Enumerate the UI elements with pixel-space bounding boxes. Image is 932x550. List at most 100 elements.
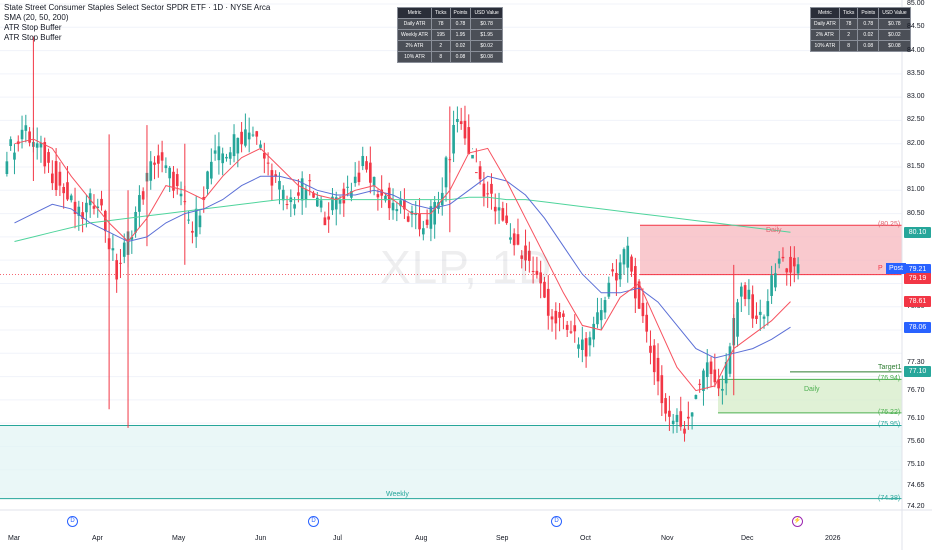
level-label: (76.94) [878,375,901,383]
candle-body [179,193,183,197]
candle-body [429,206,433,229]
candle-body [153,162,156,165]
candle-body [240,131,243,145]
candle-body [671,420,675,425]
atr-table-right: Metric Ticks Points USD Value Daily ATR 78 0.7… [810,7,911,52]
candle-body [187,219,190,221]
candle-body [266,162,270,164]
price-tag: 80.10 [904,226,931,238]
atr-table-cell: 10% ATR [396,51,433,63]
dividend-icon[interactable]: D [308,516,319,527]
dividend-icon[interactable]: D [67,516,78,527]
candle-body [588,337,592,346]
price-axis-label: 74.65 [907,482,925,490]
price-axis-label: 75.60 [907,437,925,445]
candle-body [217,146,221,161]
candle-body [172,171,175,191]
atr-table-cell: $0.78 [470,18,503,30]
candle-body [85,202,88,213]
atr-indicator-label-2[interactable]: ATR Stop Buffer [4,33,62,42]
time-axis-label: May [172,535,186,542]
candle-body [728,346,732,374]
candle-body [406,216,410,222]
candle-body [482,183,486,197]
candle-body [596,312,599,325]
candle-body [569,331,573,333]
candle-body [164,165,168,169]
time-axis-label: Oct [580,535,591,542]
candle-body [410,211,414,215]
candle-body [755,315,758,320]
price-tag: 78.61 [904,296,931,308]
candle-body [645,314,649,332]
candle-body [490,183,493,194]
candle-body [9,139,13,147]
candle-body [327,216,331,220]
time-axis-label: Aug [415,535,428,542]
candle-body [592,323,596,340]
candle-body [425,219,429,225]
candle-body [156,155,160,164]
candle-body [660,375,664,404]
candle-body [758,311,762,315]
daily-support-label: Daily [804,386,820,393]
atr-table-row: 2% ATR 2 0.02 $0.02 [810,29,911,41]
lightning-event-icon[interactable]: ⚡ [792,516,803,527]
sma-indicator-label[interactable]: SMA (20, 50, 200) [4,13,69,22]
atr-table-cell: 0.08 [449,51,472,63]
candle-body [652,345,656,373]
candle-body [262,152,266,159]
candle-body [675,414,679,423]
candle-body [766,301,770,317]
price-axis-label: 80.50 [907,209,925,217]
candle-body [334,197,338,210]
candle-body [539,272,543,284]
candle-body [709,361,713,374]
symbol-watermark: XLP, 1D [380,241,553,293]
candle-body [312,192,315,198]
candle-body [168,167,172,179]
candle-body [721,388,724,391]
atr-table-header: Metric [810,7,840,19]
zone-daily [718,379,902,413]
candle-body [437,202,440,209]
candle-body [274,174,278,177]
atr-table-row: 10% ATR 8 0.08 $0.08 [810,40,911,52]
post-market-badge[interactable]: Post [886,263,906,274]
candle-body [599,310,603,321]
symbol-title[interactable]: State Street Consumer Staples Select Sec… [4,3,271,12]
candle-body [509,237,512,240]
candle-body [251,134,255,136]
candle-body [387,187,391,209]
atr-table-cell: 2 [431,40,451,52]
candle-body [119,262,122,264]
candle-body [584,338,588,357]
candle-body [232,134,236,157]
candle-body [293,204,296,209]
candle-body [77,206,81,216]
price-axis-label: 82.00 [907,139,925,147]
candle-body [607,282,611,297]
price-axis-label: 84.00 [907,46,925,54]
daily-resistance-label: Daily [766,227,782,234]
candle-body [781,256,785,259]
candle-body [319,200,323,208]
candle-body [73,201,77,215]
candle-body [255,131,259,137]
zone-weekly [0,425,902,499]
candle-body [221,153,225,164]
candle-body [247,132,251,140]
candle-body [497,207,501,211]
level-label: (74.38) [878,494,901,502]
dividend-icon[interactable]: D [551,516,562,527]
candle-body [702,370,705,392]
candle-body [580,339,584,351]
atr-table-cell: 78 [431,18,451,30]
candle-body [213,150,217,154]
atr-table-main: Metric Ticks Points USD Value Daily ATR 78 0.7… [396,7,503,63]
candle-body [323,217,327,226]
atr-indicator-label[interactable]: ATR Stop Buffer [4,23,62,32]
candle-body [353,176,357,184]
